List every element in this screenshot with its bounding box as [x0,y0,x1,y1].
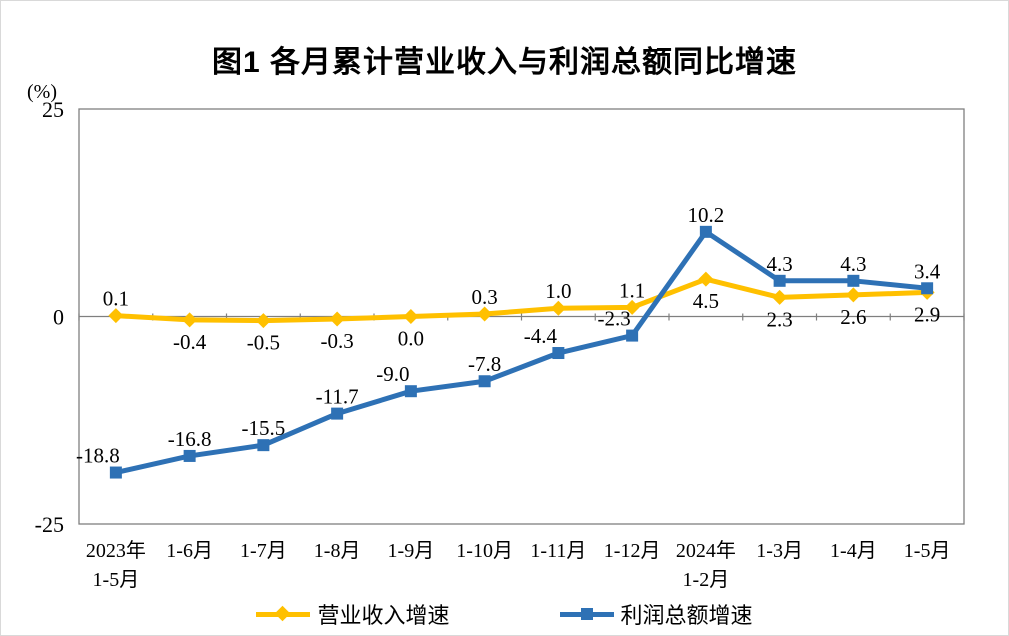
data-label: 0.0 [398,327,424,351]
data-label: 4.5 [693,289,719,313]
profit-line-swatch-icon [559,607,614,620]
legend-label-profit: 利润总额增速 [620,603,753,628]
chart-legend: 营业收入增速 利润总额增速 [1,598,1008,630]
data-point-marker-diamond [624,299,640,315]
data-label: 2.6 [840,305,866,329]
data-point-marker-square [404,385,417,398]
data-point-marker-square [847,274,860,287]
x-axis-label: 1-3月 [756,540,803,562]
data-point-marker-square [109,466,122,479]
data-point-marker-square [773,274,786,287]
data-label: -15.5 [242,416,286,440]
data-label: 1.1 [619,278,645,302]
y-tick-label: 0 [53,305,64,330]
data-label: 4.3 [767,252,793,276]
chart-title: 图1 各月累计营业收入与利润总额同比增速 [211,46,798,79]
data-label: -18.8 [76,444,120,468]
data-point-marker-diamond [329,311,345,327]
data-point-marker-diamond [477,306,493,322]
data-point-marker-square [699,225,712,238]
x-axis-label: 1-5月 [93,569,140,591]
data-point-marker-diamond [108,308,124,324]
data-label: 3.4 [914,259,941,283]
revenue-line-swatch-icon [256,605,311,621]
series-line-1 [113,229,930,476]
data-label: -11.7 [316,385,359,409]
x-axis-label: 1-4月 [830,540,877,562]
data-label: 2.3 [767,307,793,331]
y-tick-label: 25 [42,97,64,122]
x-axis-label: 1-8月 [314,540,361,562]
data-label: 1.0 [545,279,571,303]
data-label: 2.9 [914,302,940,326]
data-label: 0.3 [472,285,498,309]
data-point-marker-square [478,375,491,388]
x-axis-label: 1-12月 [604,540,661,562]
x-axis-label: 1-6月 [166,540,213,562]
data-point-marker-diamond [255,313,271,329]
data-point-marker-diamond [698,271,714,287]
data-point-marker-diamond [403,309,419,324]
data-label: -0.4 [173,330,207,354]
legend-item-revenue: 营业收入增速 [256,598,450,630]
data-label: -9.0 [376,362,409,386]
data-point-marker-diamond [845,287,861,303]
data-label: 10.2 [688,203,725,227]
x-axis-label: 1-10月 [456,540,513,562]
x-axis-label: 2023年 [86,539,146,562]
legend-item-profit: 利润总额增速 [559,598,753,630]
x-axis-label: 1-11月 [530,540,586,562]
data-point-marker-diamond [550,300,566,316]
x-axis-label: 1-9月 [388,540,435,562]
data-label: 4.3 [840,252,866,276]
data-label: -4.4 [524,324,558,348]
data-label: -2.3 [598,307,631,331]
data-point-marker-square [921,282,934,295]
x-axis-label: 1-5月 [904,540,951,562]
x-axis-label: 1-2月 [683,569,730,591]
data-point-marker-diamond [772,289,788,305]
data-point-marker-square [552,347,565,360]
data-point-marker-square [257,439,270,452]
data-label: -7.8 [468,352,501,376]
y-tick-label: -25 [35,512,64,537]
series-line-0 [113,276,930,324]
data-point-marker-square [331,407,344,420]
y-axis-unit-label: (%) [27,81,57,103]
data-label: -16.8 [168,427,212,451]
x-axis-label: 1-7月 [240,540,287,562]
data-label: 0.1 [103,287,129,311]
data-point-marker-square [626,329,639,342]
data-label: -0.5 [247,331,280,355]
data-point-marker-square [183,449,196,462]
x-axis-label: 2024年 [676,539,736,562]
data-point-marker-diamond [182,312,198,328]
data-label: -0.3 [321,329,354,353]
legend-label-revenue: 营业收入增速 [317,603,450,628]
